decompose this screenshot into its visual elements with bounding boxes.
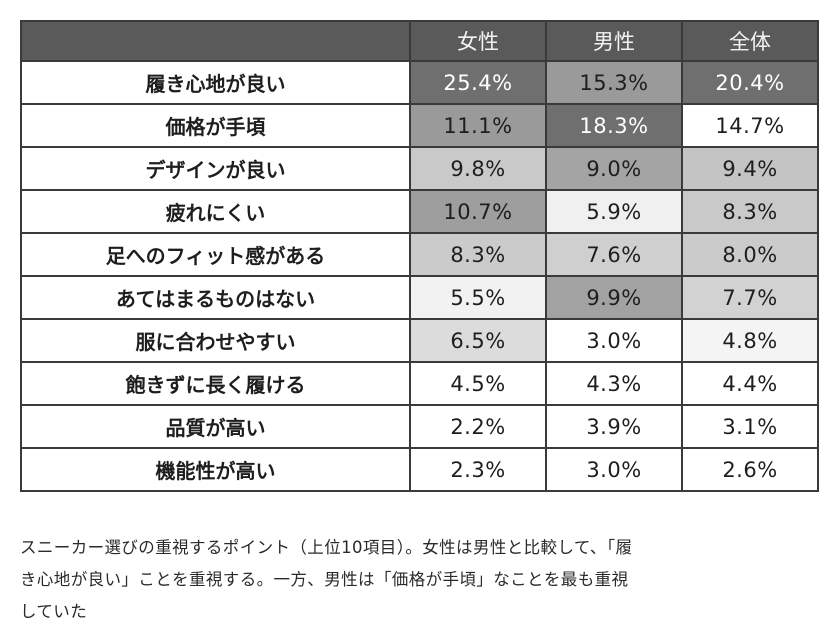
sneaker-priority-table: 女性 男性 全体 履き心地が良い 25.4% 15.3% 20.4% 価格が手頃 11.1… xyxy=(20,20,819,492)
table-row: 飽きずに長く履ける 4.5% 4.3% 4.4% xyxy=(20,361,819,406)
table-row: 疲れにくい 10.7% 5.9% 8.3% xyxy=(20,189,819,234)
male-value-cell: 7.6% xyxy=(545,232,683,277)
row-label: 品質が高い xyxy=(20,404,411,449)
row-label: 履き心地が良い xyxy=(20,60,411,105)
ranking-table-container: 女性 男性 全体 履き心地が良い 25.4% 15.3% 20.4% 価格が手頃 11.1… xyxy=(20,20,819,492)
table-row: 品質が高い 2.2% 3.9% 3.1% xyxy=(20,404,819,449)
female-value-cell: 9.8% xyxy=(409,146,547,191)
table-row: 価格が手頃 11.1% 18.3% 14.7% xyxy=(20,103,819,148)
row-label: 疲れにくい xyxy=(20,189,411,234)
male-value-cell: 3.9% xyxy=(545,404,683,449)
caption-line-2: き心地が良い」ことを重視する。一方、男性は「価格が手頃」なことを最も重視 xyxy=(20,570,629,589)
all-value-cell: 2.6% xyxy=(681,447,819,492)
all-value-cell: 8.0% xyxy=(681,232,819,277)
all-value-cell: 20.4% xyxy=(681,60,819,105)
female-value-cell: 5.5% xyxy=(409,275,547,320)
female-value-cell: 4.5% xyxy=(409,361,547,406)
table-row: 履き心地が良い 25.4% 15.3% 20.4% xyxy=(20,60,819,105)
figure-caption: スニーカー選びの重視するポイント（上位10項目）。女性は男性と比較して、「履 き… xyxy=(20,532,820,628)
row-label: 機能性が高い xyxy=(20,447,411,492)
male-value-cell: 3.0% xyxy=(545,318,683,363)
male-value-cell: 9.0% xyxy=(545,146,683,191)
male-value-cell: 5.9% xyxy=(545,189,683,234)
table-body: 履き心地が良い 25.4% 15.3% 20.4% 価格が手頃 11.1% 18.3% 14.… xyxy=(20,60,819,492)
all-value-cell: 9.4% xyxy=(681,146,819,191)
table-header-row: 女性 男性 全体 xyxy=(20,20,819,62)
female-value-cell: 2.2% xyxy=(409,404,547,449)
all-value-cell: 4.4% xyxy=(681,361,819,406)
header-female: 女性 xyxy=(409,20,547,62)
row-label: 飽きずに長く履ける xyxy=(20,361,411,406)
all-value-cell: 4.8% xyxy=(681,318,819,363)
all-value-cell: 7.7% xyxy=(681,275,819,320)
female-value-cell: 11.1% xyxy=(409,103,547,148)
header-all: 全体 xyxy=(681,20,819,62)
row-label: 足へのフィット感がある xyxy=(20,232,411,277)
caption-line-3: していた xyxy=(20,602,88,621)
male-value-cell: 4.3% xyxy=(545,361,683,406)
female-value-cell: 10.7% xyxy=(409,189,547,234)
male-value-cell: 15.3% xyxy=(545,60,683,105)
row-label: 服に合わせやすい xyxy=(20,318,411,363)
male-value-cell: 18.3% xyxy=(545,103,683,148)
female-value-cell: 8.3% xyxy=(409,232,547,277)
table-row: 服に合わせやすい 6.5% 3.0% 4.8% xyxy=(20,318,819,363)
caption-line-1: スニーカー選びの重視するポイント（上位10項目）。女性は男性と比較して、「履 xyxy=(20,538,633,557)
table-row: 機能性が高い 2.3% 3.0% 2.6% xyxy=(20,447,819,492)
row-label: 価格が手頃 xyxy=(20,103,411,148)
row-label: あてはまるものはない xyxy=(20,275,411,320)
header-male: 男性 xyxy=(545,20,683,62)
female-value-cell: 2.3% xyxy=(409,447,547,492)
table-row: 足へのフィット感がある 8.3% 7.6% 8.0% xyxy=(20,232,819,277)
female-value-cell: 25.4% xyxy=(409,60,547,105)
male-value-cell: 3.0% xyxy=(545,447,683,492)
all-value-cell: 3.1% xyxy=(681,404,819,449)
table-row: あてはまるものはない 5.5% 9.9% 7.7% xyxy=(20,275,819,320)
table-row: デザインが良い 9.8% 9.0% 9.4% xyxy=(20,146,819,191)
header-corner-cell xyxy=(20,20,411,62)
row-label: デザインが良い xyxy=(20,146,411,191)
all-value-cell: 8.3% xyxy=(681,189,819,234)
female-value-cell: 6.5% xyxy=(409,318,547,363)
all-value-cell: 14.7% xyxy=(681,103,819,148)
male-value-cell: 9.9% xyxy=(545,275,683,320)
